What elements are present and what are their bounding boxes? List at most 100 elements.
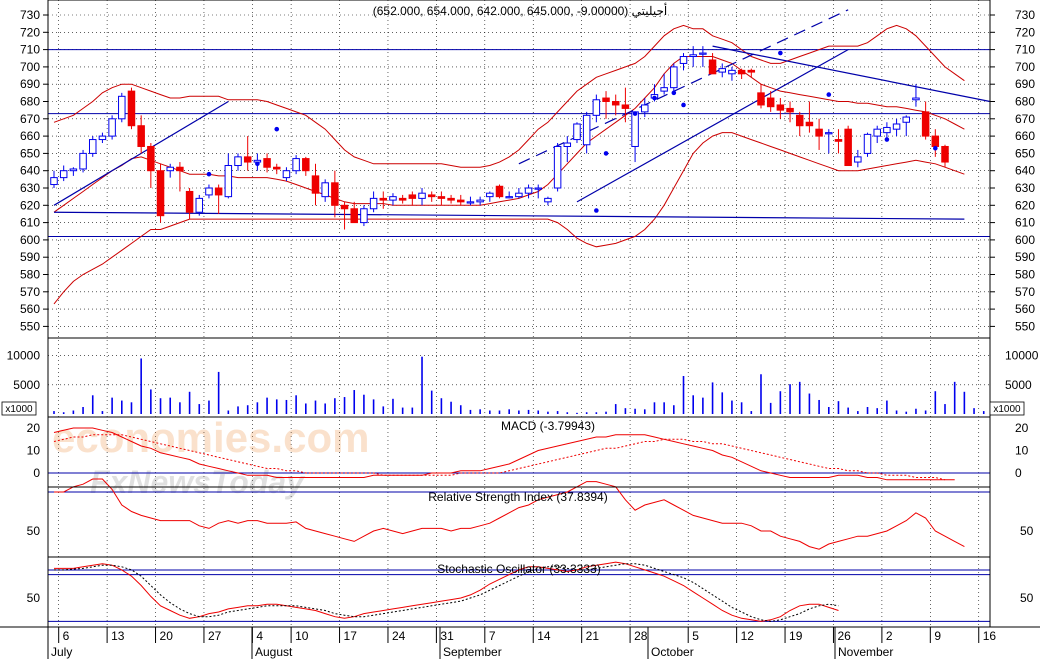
day-tick-label: 14 <box>537 629 551 643</box>
rsi-tick-label-left: 50 <box>27 524 41 538</box>
day-tick-label: 27 <box>208 629 222 643</box>
day-tick-label: 2 <box>886 629 893 643</box>
price-tick-label-left: 640 <box>20 164 40 178</box>
grid-layer <box>48 0 990 627</box>
candle-up <box>360 208 368 224</box>
price-tick-label-right: 580 <box>1015 268 1035 282</box>
candle-up <box>573 123 581 141</box>
candle-up <box>166 166 174 172</box>
month-label: October <box>651 645 694 659</box>
bollinger-upper-line <box>53 24 965 168</box>
candle-up <box>515 192 523 198</box>
candle-up <box>195 197 204 213</box>
trendline <box>53 211 965 220</box>
price-tick-label-right: 620 <box>1015 198 1035 212</box>
candle-up <box>892 123 901 130</box>
volume-panel <box>53 356 995 414</box>
price-tick-label-left: 660 <box>20 129 40 143</box>
price-tick-label-right: 570 <box>1015 285 1035 299</box>
volume-unit-left-box <box>1 401 37 416</box>
candle-down <box>708 59 717 75</box>
candle-down <box>747 69 756 73</box>
candle-up <box>88 139 97 154</box>
candle-down <box>795 114 804 127</box>
candle-down <box>379 197 388 201</box>
day-tick-label: 12 <box>741 629 755 643</box>
price-tick-label-right: 610 <box>1015 216 1035 230</box>
price-tick-label-left: 630 <box>20 181 40 195</box>
candle-up <box>563 142 572 147</box>
month-label: July <box>51 645 72 659</box>
bollinger-lower-line <box>53 132 965 305</box>
day-tick-label: 10 <box>295 629 309 643</box>
price-tick-label-left: 590 <box>20 250 40 264</box>
price-tick-label-right: 680 <box>1015 95 1035 109</box>
candle-up <box>476 199 484 203</box>
day-tick-label: 21 <box>586 629 600 643</box>
candle-up <box>50 177 58 186</box>
marker-dot <box>826 92 832 97</box>
candle-down <box>340 204 349 210</box>
candle-down <box>805 121 814 127</box>
candle-up <box>883 126 891 134</box>
candle-down <box>243 156 252 163</box>
day-tick-label: 20 <box>160 629 174 643</box>
rsi-title: Relative Strength Index (37.8394) <box>428 490 607 504</box>
price-tick-label-right: 550 <box>1015 319 1035 333</box>
candle-down <box>757 92 765 106</box>
macd-tick-label-right: 0 <box>1015 466 1022 480</box>
candle-up <box>631 111 639 147</box>
watermark: economies.com FxNewsToday <box>52 414 369 500</box>
candle-up <box>689 54 697 58</box>
month-label: August <box>255 645 293 659</box>
candle-up <box>582 114 591 146</box>
rsi-line <box>54 478 965 550</box>
marker-dot <box>671 90 677 96</box>
chart-title: (652.000, 654.000, 642.000, 645.000, -9.… <box>373 3 667 18</box>
candle-up <box>660 87 668 92</box>
price-tick-label-right: 560 <box>1015 302 1035 316</box>
price-tick-label-left: 700 <box>20 60 40 74</box>
price-tick-label-left: 620 <box>20 198 40 212</box>
marker-dot <box>632 111 638 116</box>
candle-down <box>156 170 165 217</box>
candle-up <box>321 182 329 198</box>
candle-down <box>921 111 930 137</box>
price-panel <box>48 9 991 305</box>
candle-down <box>447 197 455 201</box>
candle-down <box>495 185 504 198</box>
stochastic-panel <box>48 561 990 622</box>
month-label: September <box>443 645 502 659</box>
day-tick-label: 6 <box>63 629 70 643</box>
month-label: November <box>838 645 893 659</box>
candle-up <box>524 187 533 194</box>
marker-dot <box>778 50 783 56</box>
candle-up <box>863 133 872 154</box>
price-tick-label-right: 600 <box>1015 233 1035 247</box>
trendline <box>712 45 991 103</box>
volume-unit-left: x1000 <box>5 404 33 415</box>
candle-up <box>59 170 68 179</box>
volume-tick-label-right: 10000 <box>1005 349 1039 363</box>
macd-line <box>53 427 955 481</box>
rsi-tick-label-right: 50 <box>1020 524 1034 538</box>
price-tick-label-right: 590 <box>1015 250 1035 264</box>
day-tick-label: 5 <box>692 629 699 643</box>
candle-up <box>670 66 678 89</box>
price-tick-label-left: 600 <box>20 233 40 247</box>
macd-tick-label-left: 10 <box>27 444 41 458</box>
candle-down <box>176 166 184 172</box>
volume-tick-label-left: 10000 <box>7 349 41 363</box>
marker-dot <box>594 208 599 213</box>
candle-up <box>544 197 552 203</box>
bollinger-middle-line <box>53 56 965 213</box>
day-tick-label: 4 <box>256 629 263 643</box>
marker-dot <box>933 145 938 151</box>
candle-down <box>185 190 194 213</box>
candle-down <box>844 128 852 167</box>
price-tick-label-right: 730 <box>1015 8 1035 22</box>
candle-down <box>611 101 620 106</box>
candle-down <box>941 145 949 163</box>
